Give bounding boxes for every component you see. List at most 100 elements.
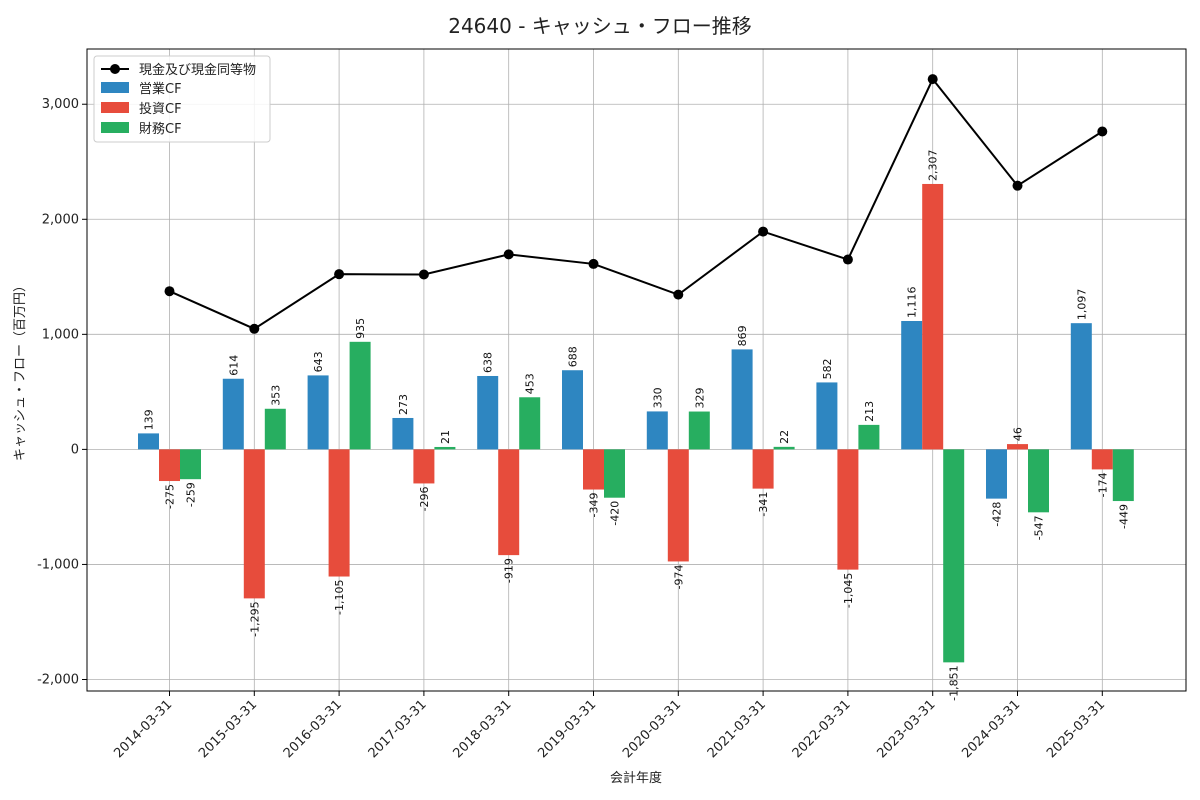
x-tick-label: 2016-03-31	[281, 697, 345, 761]
bar-value-label: 582	[821, 358, 834, 379]
bar	[434, 446, 456, 450]
bar-value-label: 638	[482, 352, 495, 373]
x-tick-label: 2018-03-31	[450, 697, 514, 761]
y-axis-label: キャッシュ・フロー（百万円）	[13, 279, 28, 461]
bar	[498, 449, 520, 556]
bar-value-label: -1,851	[948, 665, 961, 700]
bar	[1028, 449, 1049, 513]
bar	[667, 449, 689, 562]
bar	[858, 424, 880, 450]
plot-frame	[86, 48, 1187, 692]
bar-value-label: -174	[1096, 472, 1109, 497]
bar-value-label: -259	[185, 482, 198, 507]
x-tick-label: 2025-03-31	[1044, 697, 1108, 761]
bar-value-label: -296	[418, 486, 431, 511]
bar	[752, 449, 774, 489]
bar	[1070, 323, 1092, 450]
cash-point	[418, 269, 429, 280]
cash-point	[1012, 180, 1023, 191]
bar	[986, 449, 1007, 499]
bar	[562, 370, 583, 450]
bar	[1112, 449, 1134, 502]
bar	[413, 449, 435, 484]
bar	[243, 449, 265, 599]
bar-value-label: -449	[1117, 504, 1130, 529]
bar-value-label: -428	[991, 502, 1004, 527]
x-tick-label: 2014-03-31	[111, 697, 175, 761]
legend-entry-label: 財務CF	[139, 122, 182, 137]
bar-value-label: 869	[736, 325, 749, 346]
bar	[180, 449, 201, 480]
bar-value-label: 22	[778, 430, 791, 444]
x-tick-label: 2022-03-31	[790, 697, 854, 761]
bar-value-label: -349	[588, 493, 601, 518]
x-tick-label: 2021-03-31	[705, 697, 769, 761]
bar-value-label: 935	[354, 318, 367, 339]
bar-value-label: 614	[227, 355, 240, 376]
bar-value-label: -1,045	[842, 573, 855, 608]
bar-labels-layer: 139 614 643 273 638 688 330 869 582 1,116 -428 1,09…	[143, 149, 1131, 700]
cash-point	[758, 226, 769, 237]
bar-value-label: 643	[312, 351, 325, 372]
x-tick-label: 2023-03-31	[874, 697, 938, 761]
bar	[328, 449, 350, 577]
bar	[837, 449, 859, 570]
bar-value-label: 1,116	[906, 286, 919, 318]
bar-value-label: 329	[693, 388, 706, 409]
cash-point	[1097, 126, 1108, 137]
x-tick-label: 2024-03-31	[959, 697, 1023, 761]
cash-line	[169, 77, 1103, 330]
bar	[477, 375, 499, 450]
bar	[392, 417, 414, 450]
bar	[943, 449, 965, 663]
cash-point	[842, 254, 853, 265]
bar-value-label: 21	[439, 430, 452, 444]
bar-value-label: 688	[567, 346, 580, 367]
legend-entry-label: 営業CF	[139, 81, 182, 97]
cash-point	[164, 286, 175, 297]
y-tick-label: 2,000	[42, 212, 79, 227]
legend-box	[93, 55, 271, 143]
bar	[773, 446, 795, 450]
x-tick-label: 2020-03-31	[620, 697, 684, 761]
y-tick-label: 1,000	[42, 327, 79, 342]
bar-value-label: 353	[269, 385, 282, 406]
bar-value-label: 139	[143, 409, 156, 430]
bar	[816, 382, 838, 450]
y-tick-label: -1,000	[37, 557, 79, 572]
bar-value-label: 453	[524, 373, 537, 394]
cash-point	[673, 289, 684, 300]
bar	[349, 341, 371, 450]
bar	[688, 411, 710, 450]
bar	[646, 411, 668, 450]
legend-entry-label: 投資CF	[139, 101, 182, 117]
bar	[138, 433, 159, 450]
bar-value-label: 46	[1012, 427, 1025, 441]
legend-swatch	[101, 102, 129, 113]
x-tick-label: 2019-03-31	[535, 697, 599, 761]
x-axis-label: 会計年度	[610, 770, 662, 786]
legend-line-marker	[110, 64, 120, 74]
bars-layer	[138, 183, 1134, 663]
cash-point	[249, 323, 260, 334]
x-tick-label: 2015-03-31	[196, 697, 260, 761]
legend-entry-label: 現金及び現金同等物	[139, 62, 256, 78]
y-tick-label: 0	[71, 442, 79, 457]
bar-value-label: -341	[757, 492, 770, 517]
bar	[604, 449, 625, 498]
bar-value-label: -974	[672, 564, 685, 589]
bar	[583, 449, 604, 490]
cash-point	[927, 74, 938, 85]
cash-point	[503, 249, 514, 260]
bar	[222, 378, 244, 450]
bar-value-label: -547	[1033, 515, 1046, 540]
bar-value-label: 273	[397, 394, 410, 415]
bar	[159, 449, 180, 482]
bar-value-label: 213	[863, 401, 876, 422]
y-tick-label: 3,000	[42, 97, 79, 112]
bar	[264, 408, 286, 450]
x-tick-label: 2017-03-31	[366, 697, 430, 761]
